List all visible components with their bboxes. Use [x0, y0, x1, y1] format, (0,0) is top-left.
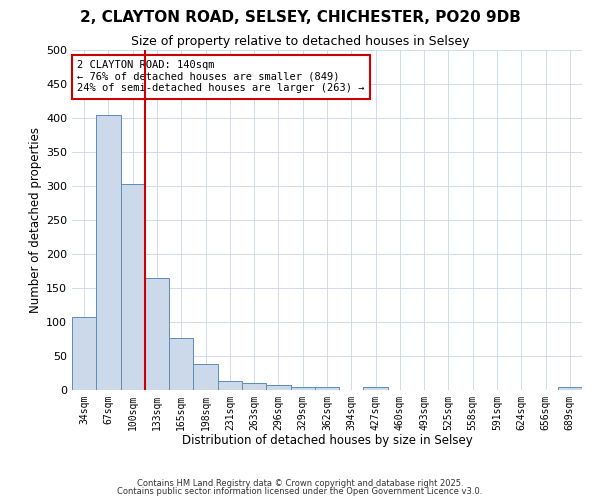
- Text: 2 CLAYTON ROAD: 140sqm
← 76% of detached houses are smaller (849)
24% of semi-de: 2 CLAYTON ROAD: 140sqm ← 76% of detached…: [77, 60, 365, 94]
- Bar: [315, 386, 339, 390]
- Bar: [558, 386, 582, 390]
- Text: Contains public sector information licensed under the Open Government Licence v3: Contains public sector information licen…: [118, 487, 482, 496]
- Text: Size of property relative to detached houses in Selsey: Size of property relative to detached ho…: [131, 35, 469, 48]
- Bar: [218, 381, 242, 390]
- Y-axis label: Number of detached properties: Number of detached properties: [29, 127, 42, 313]
- Bar: [266, 385, 290, 390]
- Bar: [96, 114, 121, 390]
- Bar: [193, 364, 218, 390]
- X-axis label: Distribution of detached houses by size in Selsey: Distribution of detached houses by size …: [182, 434, 472, 448]
- Bar: [364, 386, 388, 390]
- Text: 2, CLAYTON ROAD, SELSEY, CHICHESTER, PO20 9DB: 2, CLAYTON ROAD, SELSEY, CHICHESTER, PO2…: [80, 10, 520, 25]
- Bar: [242, 383, 266, 390]
- Bar: [145, 278, 169, 390]
- Bar: [121, 184, 145, 390]
- Text: Contains HM Land Registry data © Crown copyright and database right 2025.: Contains HM Land Registry data © Crown c…: [137, 478, 463, 488]
- Bar: [169, 338, 193, 390]
- Bar: [72, 317, 96, 390]
- Bar: [290, 386, 315, 390]
